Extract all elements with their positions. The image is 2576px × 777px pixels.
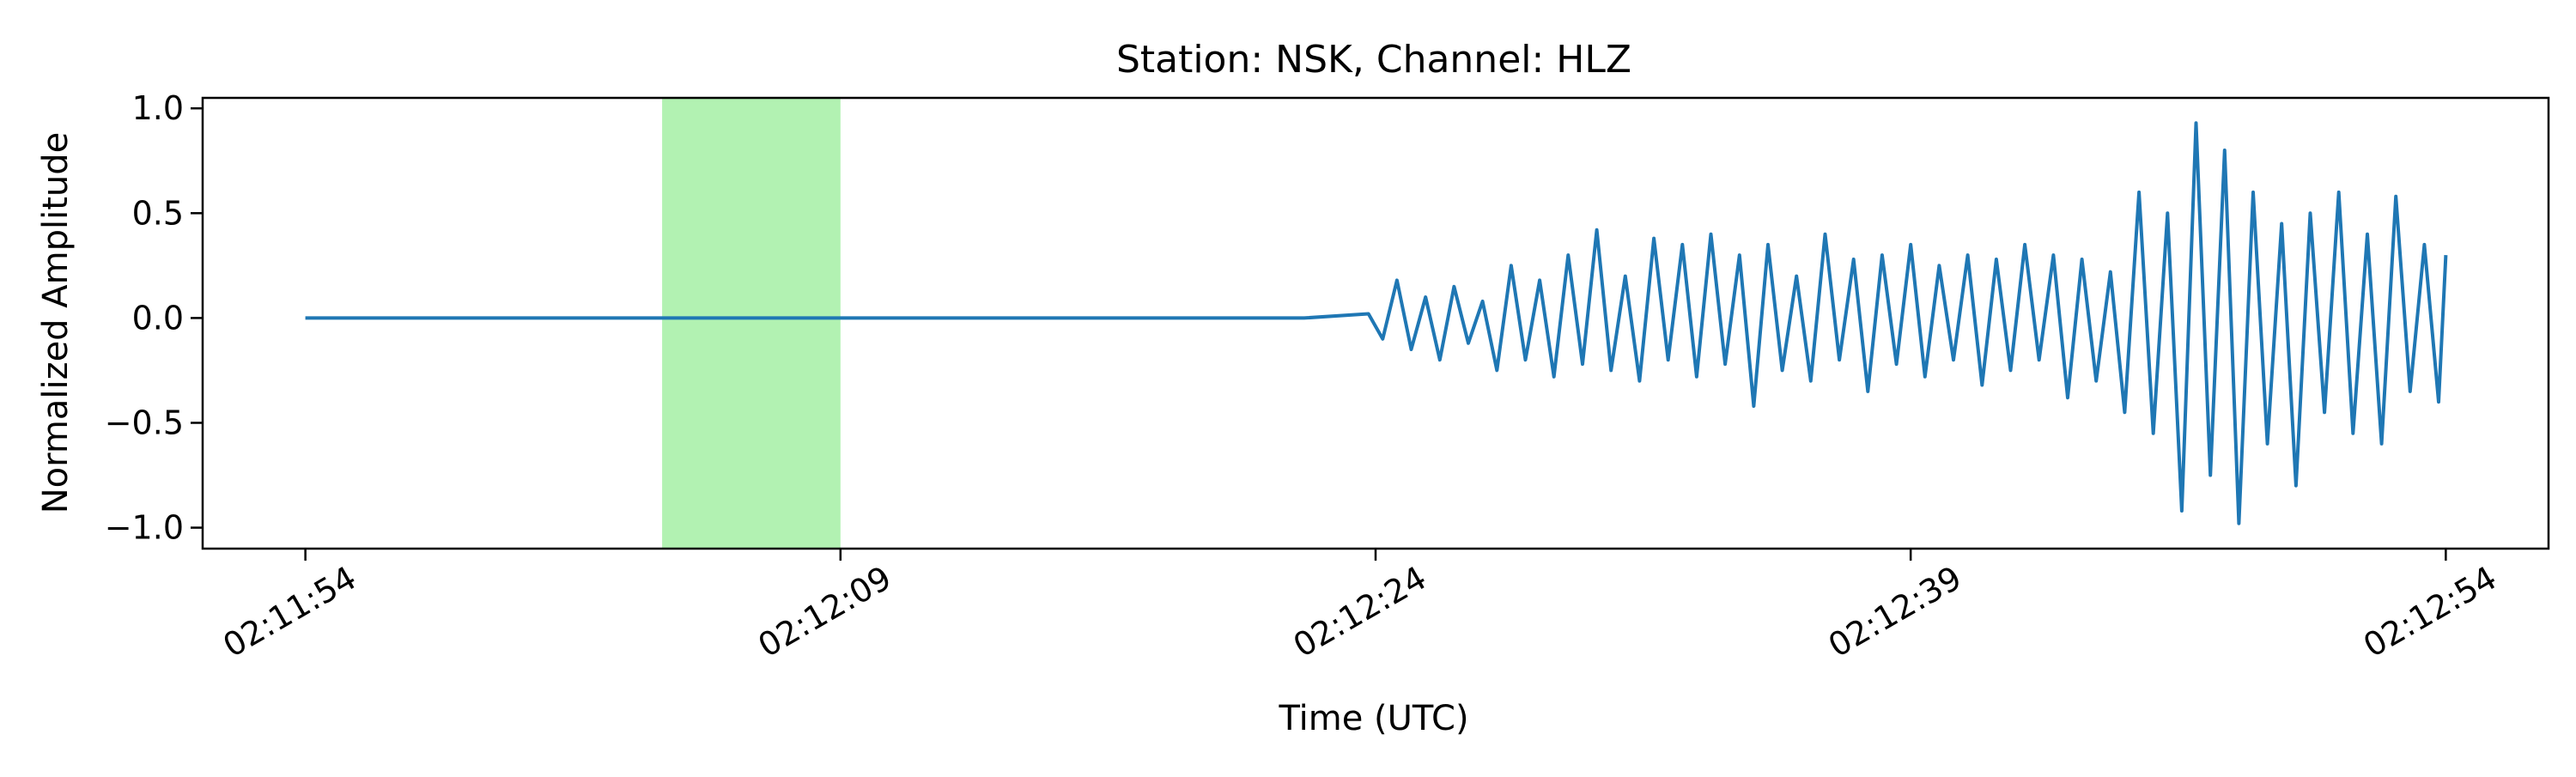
waveform-line [305,121,2448,525]
chart-title: Station: NSK, Channel: HLZ [1116,38,1631,82]
y-tick-label: 1.0 [132,89,184,127]
plot-frame [201,96,2550,550]
y-axis-ticks: 1.0 0.5 0.0 −0.5 −1.0 [105,89,203,547]
y-tick-label: 0.5 [132,194,184,232]
y-axis-label: Normalized Amplitude [36,132,76,514]
highlight-window [662,98,841,549]
y-tick-label: 0.0 [132,299,184,337]
x-axis-label: Time (UTC) [1278,699,1468,738]
y-tick-label: −0.5 [105,404,184,441]
y-tick-label: −1.0 [105,509,184,547]
